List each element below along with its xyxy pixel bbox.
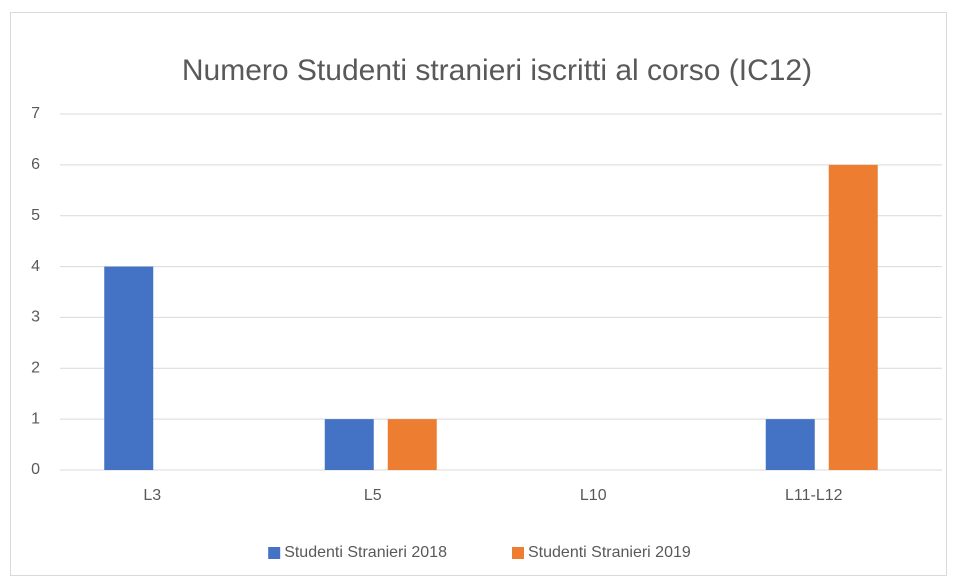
bar [765, 419, 815, 470]
chart-title: Numero Studenti stranieri iscritti al co… [182, 54, 812, 87]
y-tick-label: 0 [31, 461, 40, 478]
y-tick-label: 2 [31, 360, 40, 377]
bar [324, 419, 374, 470]
legend-swatch [512, 547, 524, 559]
y-tick-label: 7 [31, 105, 40, 122]
x-tick-label: L10 [580, 487, 607, 504]
bar [387, 419, 437, 470]
y-tick-label: 4 [31, 258, 40, 275]
legend-label: Studenti Stranieri 2018 [284, 544, 447, 561]
x-tick-label: L3 [143, 487, 161, 504]
bar [828, 164, 878, 470]
legend-swatch [268, 547, 281, 559]
x-tick-label: L11-L12 [785, 487, 843, 504]
chart-border [10, 12, 947, 576]
bar [104, 266, 154, 470]
legend-label: Studenti Stranieri 2019 [528, 544, 691, 561]
y-tick-label: 1 [31, 410, 40, 427]
y-tick-label: 3 [31, 309, 40, 326]
y-tick-label: 6 [31, 156, 40, 173]
x-tick-label: L5 [364, 487, 382, 504]
y-tick-label: 5 [31, 207, 40, 224]
